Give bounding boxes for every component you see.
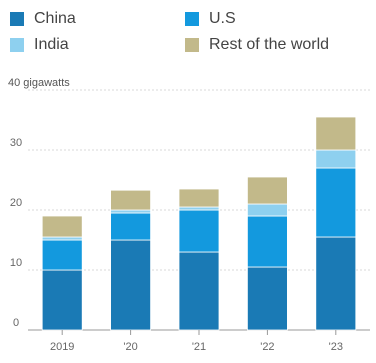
x-tick-label-2: '21 xyxy=(192,341,206,353)
legend-item-rest: Rest of the world xyxy=(185,36,329,54)
bar-segment-u-s-3 xyxy=(246,215,288,268)
stacked-bar-chart: 0 10 20 30 40 gigawatts 2019 '20 '21 '22 '23 xyxy=(8,77,370,353)
legend-swatch-rest xyxy=(185,38,199,52)
bar-segment-u-s-4 xyxy=(315,167,357,238)
legend-swatch-china xyxy=(10,12,24,26)
bar-segment-india-0 xyxy=(41,236,83,241)
y-tick-label-0: 0 xyxy=(13,317,19,329)
bar-segment-u-s-2 xyxy=(178,209,220,253)
legend-item-china: China xyxy=(10,10,76,28)
legend-label-china: China xyxy=(34,10,76,27)
legend: China U.S India Rest of the world xyxy=(0,0,376,70)
y-tick-label-30: 30 xyxy=(10,137,22,149)
legend-label-rest: Rest of the world xyxy=(209,36,330,53)
bar-segment-china-1 xyxy=(110,239,151,331)
bar-segment-rest-of-the-world-1 xyxy=(110,189,151,211)
legend-label-us: U.S xyxy=(209,10,236,27)
bar-segment-china-4 xyxy=(315,236,357,331)
bar-segment-china-2 xyxy=(178,251,220,331)
bar-segment-u-s-0 xyxy=(41,239,83,271)
y-axis-unit-label: 40 gigawatts xyxy=(8,77,70,89)
bar-segment-rest-of-the-world-0 xyxy=(41,215,83,238)
bar-segment-rest-of-the-world-3 xyxy=(246,176,288,205)
bar-segment-china-0 xyxy=(41,269,83,331)
legend-swatch-us xyxy=(185,12,199,26)
bar-segment-india-2 xyxy=(178,206,220,211)
x-tick-label-3: '22 xyxy=(260,341,274,353)
x-tick-label-4: '23 xyxy=(329,341,343,353)
bar-segment-india-3 xyxy=(246,203,288,217)
bar-segment-rest-of-the-world-2 xyxy=(178,188,220,208)
bar-segment-india-1 xyxy=(110,209,151,214)
y-tick-label-10: 10 xyxy=(10,257,22,269)
x-tick-label-1: '20 xyxy=(123,341,137,353)
bar-segment-india-4 xyxy=(315,149,357,169)
legend-item-india: India xyxy=(10,36,69,54)
legend-item-us: U.S xyxy=(185,10,236,28)
bar-segment-china-3 xyxy=(246,266,288,331)
bar-segment-u-s-1 xyxy=(110,212,151,241)
legend-swatch-india xyxy=(10,38,24,52)
legend-label-india: India xyxy=(34,36,69,53)
x-tick-label-0: 2019 xyxy=(50,341,74,353)
bar-segment-rest-of-the-world-4 xyxy=(315,116,357,151)
y-tick-label-20: 20 xyxy=(10,197,22,209)
